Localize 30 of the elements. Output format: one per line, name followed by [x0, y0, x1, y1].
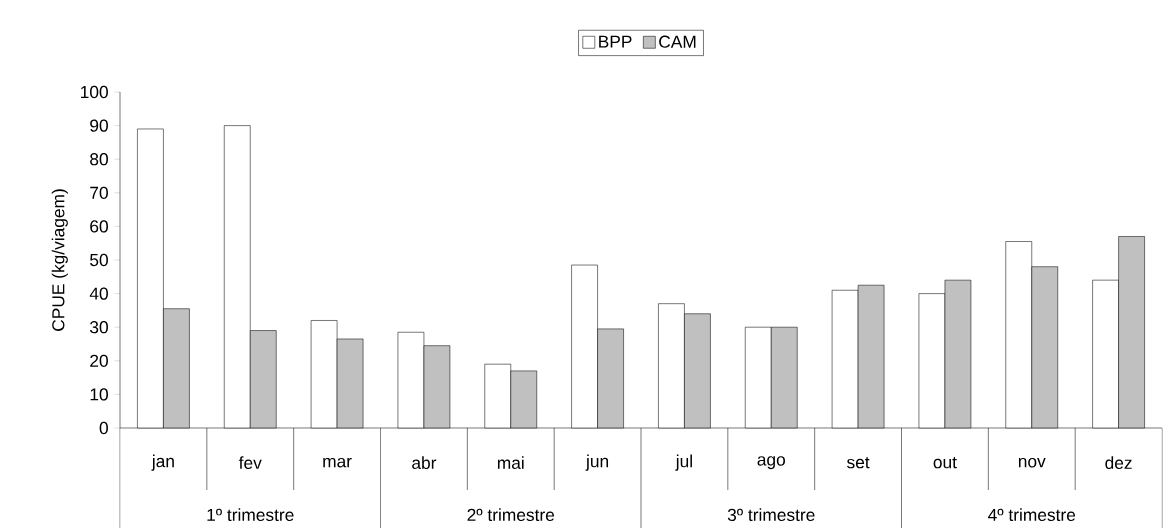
x-tick-label: out [933, 456, 957, 469]
y-axis-title: CPUE (kg/viagem) [51, 189, 68, 331]
x-tick-label: dez [1105, 456, 1132, 469]
x-tick-label: mai [497, 456, 524, 469]
x-tick-label: jun [585, 454, 609, 471]
x-tick-label: fev [238, 456, 262, 469]
y-tick-label: 20 [90, 354, 108, 367]
legend-label: BPP [599, 35, 632, 48]
x-tick-label: jan [151, 454, 174, 471]
y-tick-label: 50 [90, 253, 108, 267]
x-tick-label: nov [1018, 457, 1046, 468]
text: 4º trimestre [988, 508, 1076, 521]
y-tick-label: 40 [89, 287, 108, 300]
text: 3º trimestre [727, 508, 815, 521]
y-tick-label: 30 [90, 320, 108, 334]
x-tick-label: mar [323, 457, 352, 468]
x-tick-label: ago [757, 456, 785, 469]
text: 2º trimestre [467, 508, 555, 521]
y-tick-label: 70 [90, 186, 108, 199]
y-tick-label: 80 [90, 152, 108, 166]
y-tick-label: 90 [90, 119, 108, 132]
y-tick-label: 0 [99, 421, 108, 435]
y-tick-label: 100 [81, 85, 108, 99]
text: 1º trimestre [207, 508, 294, 521]
x-tick-label: abr [412, 456, 437, 469]
x-tick-label: jul [675, 454, 692, 471]
legend-label: CAM [659, 35, 696, 48]
x-tick-label: set [847, 456, 870, 469]
y-tick-label: 60 [90, 220, 108, 233]
y-tick-label: 10 [90, 388, 108, 401]
